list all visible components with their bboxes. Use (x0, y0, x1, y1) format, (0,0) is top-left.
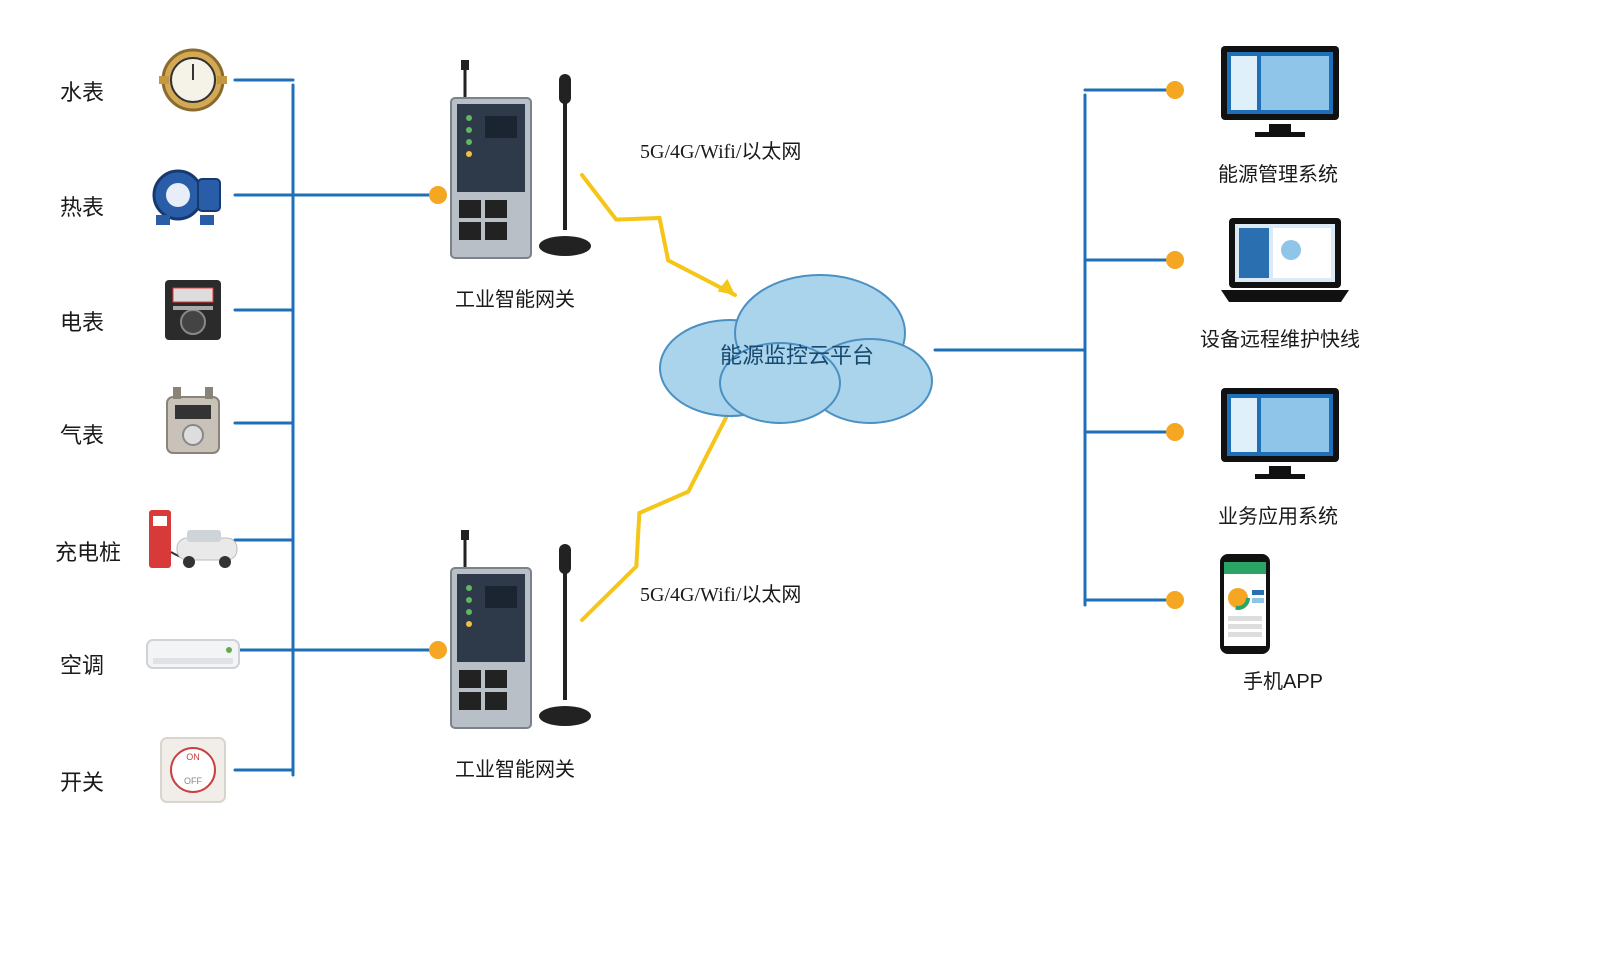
biz-app-label: 业务应用系统 (1218, 500, 1338, 529)
net-bottom-label: 5G/4G/Wifi/以太网 (640, 578, 801, 607)
gateway-bottom-label: 工业智能网关 (455, 753, 575, 782)
biz-app-icon (1215, 382, 1345, 482)
ems-icon (1215, 40, 1345, 140)
ev-charger-icon (143, 500, 243, 580)
remote-maint-icon (1215, 210, 1355, 306)
mobile-app-endpoint (1166, 591, 1184, 609)
svg-text:ON: ON (186, 752, 200, 762)
water-meter-label: 水表 (60, 75, 104, 107)
air-cond-icon (143, 610, 243, 690)
switch-label: 开关 (60, 765, 104, 797)
mobile-app-icon (1210, 550, 1280, 660)
mobile-app-label: 手机APP (1243, 665, 1323, 694)
svg-text:OFF: OFF (184, 776, 202, 786)
air-cond-label: 空调 (60, 648, 104, 680)
water-meter-icon (143, 40, 243, 120)
elec-meter-label: 电表 (60, 305, 104, 337)
ev-charger-label: 充电桩 (55, 535, 121, 567)
elec-meter-icon (143, 270, 243, 350)
gateway-top-icon (435, 60, 525, 240)
gateway-bottom-endpoint (429, 641, 447, 659)
remote-maint-endpoint (1166, 251, 1184, 269)
ems-label: 能源管理系统 (1218, 158, 1338, 187)
switch-icon: ON OFF (143, 730, 243, 810)
gas-meter-label: 气表 (60, 418, 104, 450)
gateway-bottom-icon (435, 530, 525, 710)
gas-meter-icon (143, 383, 243, 463)
net-top-label: 5G/4G/Wifi/以太网 (640, 135, 801, 164)
gateway-top-endpoint (429, 186, 447, 204)
ems-endpoint (1166, 81, 1184, 99)
heat-meter-label: 热表 (60, 190, 104, 222)
remote-maint-label: 设备远程维护快线 (1200, 323, 1360, 352)
gateway-top-label: 工业智能网关 (455, 283, 575, 312)
heat-meter-icon (143, 155, 243, 235)
cloud-label: 能源监控云平台 (720, 338, 874, 370)
biz-app-endpoint (1166, 423, 1184, 441)
